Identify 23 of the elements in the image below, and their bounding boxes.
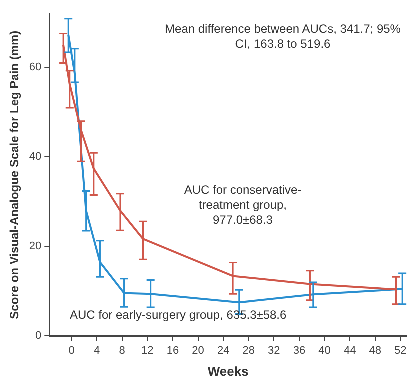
x-tick-label: 40 — [318, 344, 331, 357]
x-tick-label: 36 — [293, 344, 306, 357]
x-tick-label: 20 — [192, 344, 204, 357]
x-tick-label: 8 — [119, 344, 126, 357]
x-tick-label: 12 — [142, 344, 154, 357]
x-tick-label: 48 — [369, 344, 382, 357]
x-tick-label: 16 — [166, 344, 180, 357]
annotation: AUC for early-surgery group, 635.3±58.6 — [70, 308, 288, 323]
x-tick-label: 4 — [94, 344, 100, 357]
annotation: AUC for conservative-treatment group, 977.0±68.3 — [183, 183, 303, 228]
x-tick-label: 32 — [268, 344, 280, 357]
x-axis-title: Weeks — [208, 364, 249, 379]
y-axis-title: Score on Visual-Analogue Scale for Leg Pain (mm) — [8, 30, 22, 320]
x-tick-label: 44 — [344, 344, 356, 357]
annotation: Mean difference between AUCs, 341.7; 95% CI, 163.8 to 519.6 — [164, 22, 402, 52]
y-tick-label: 20 — [29, 240, 42, 253]
x-tick-label: 28 — [242, 344, 255, 357]
x-tick-label: 52 — [394, 344, 407, 357]
x-tick-label: 0 — [68, 344, 75, 357]
y-tick-label: 60 — [29, 62, 42, 74]
y-tick-label: 0 — [36, 330, 42, 342]
x-tick-label: 24 — [217, 344, 230, 357]
y-tick-label: 40 — [29, 151, 42, 164]
